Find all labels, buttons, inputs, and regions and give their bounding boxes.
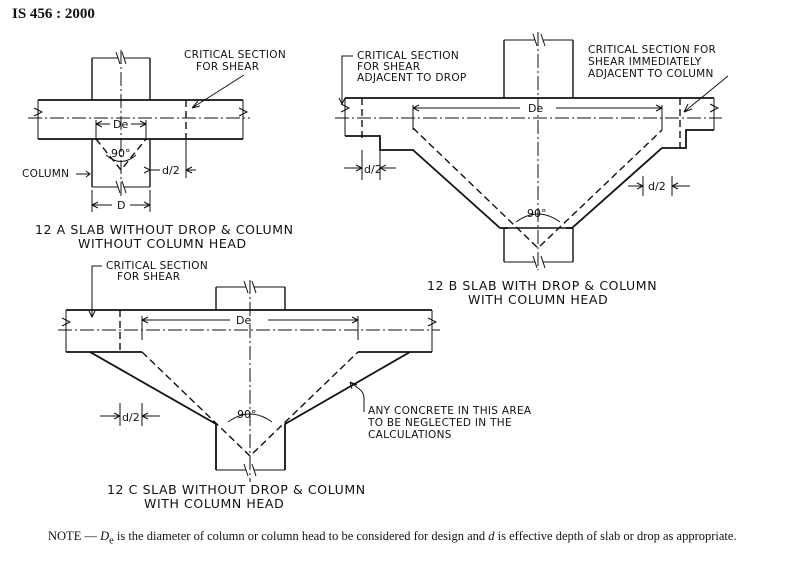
footnote-text-1: is the diameter of column or column head…: [113, 529, 489, 543]
footnote-de-subscript: e: [109, 535, 114, 547]
callout-right-12b-line3: ADJACENT TO COLUMN: [588, 68, 714, 80]
note-12c-line2: TO BE NEGLECTED IN THE: [367, 417, 512, 429]
angle-label-12b: 90°: [527, 207, 547, 220]
column-above-12a: [91, 58, 151, 100]
d2-right-label-12b: d/2: [648, 180, 666, 193]
slab-12a: [38, 99, 243, 140]
callout-left-12b-line3: ADJACENT TO DROP: [357, 72, 467, 84]
footnote-de-symbol: D: [100, 529, 110, 543]
callout-12a-line2: FOR SHEAR: [196, 61, 259, 73]
de-label-12a: De: [113, 118, 128, 131]
d2-label-12c: d/2: [122, 411, 140, 424]
note-12c-line3: CALCULATIONS: [368, 429, 452, 441]
callout-right-12b-line1: CRITICAL SECTION FOR: [588, 44, 716, 56]
callout-12c-line2: FOR SHEAR: [117, 271, 180, 283]
slab-12c: [66, 309, 432, 353]
footnote: NOTE — De is the diameter of column or c…: [48, 527, 768, 551]
de-label-12b: De: [528, 102, 543, 115]
figure-12b: De 90° d/2 d/2 CRITICAL SECTION FOR SHEA…: [335, 32, 729, 307]
caption-12b-line2: WITH COLUMN HEAD: [468, 292, 608, 307]
page-header: IS 456 : 2000: [12, 6, 95, 22]
footnote-d-symbol: d: [488, 529, 495, 543]
d-label-12a: D: [117, 199, 125, 212]
caption-12c-line2: WITH COLUMN HEAD: [144, 496, 284, 511]
d2-left-label-12b: d/2: [364, 163, 382, 176]
angle-label-12a: 90°: [111, 147, 131, 160]
de-label-12c: De: [236, 314, 251, 327]
callout-left-12b-line1: CRITICAL SECTION: [357, 50, 459, 62]
callout-12c-line1: CRITICAL SECTION: [106, 260, 208, 272]
d2-label-12a: d/2: [162, 164, 180, 177]
callout-left-12b-line2: FOR SHEAR: [357, 61, 420, 73]
caption-12a-line2: WITHOUT COLUMN HEAD: [78, 236, 247, 251]
footnote-text-2: is effective depth of slab or drop as ap…: [494, 529, 737, 543]
callout-12a-line1: CRITICAL SECTION: [184, 49, 286, 61]
caption-12c-line1: 12 C SLAB WITHOUT DROP & COLUMN: [107, 482, 366, 497]
footnote-prefix: NOTE —: [48, 529, 101, 543]
figure-12a: De 90° d/2 D COLUMN CRITICAL SECTION FOR…: [22, 49, 294, 251]
caption-12a-line1: 12 A SLAB WITHOUT DROP & COLUMN: [35, 222, 294, 237]
caption-12b-line1: 12 B SLAB WITH DROP & COLUMN: [427, 278, 657, 293]
note-12c-line1: ANY CONCRETE IN THIS AREA: [368, 405, 532, 417]
figure-12c: De 90° d/2 CRITICAL SECTION FOR SHEAR AN…: [58, 260, 532, 511]
callout-right-12b-line2: SHEAR IMMEDIATELY: [588, 56, 702, 68]
column-label-12a: COLUMN: [22, 168, 69, 180]
